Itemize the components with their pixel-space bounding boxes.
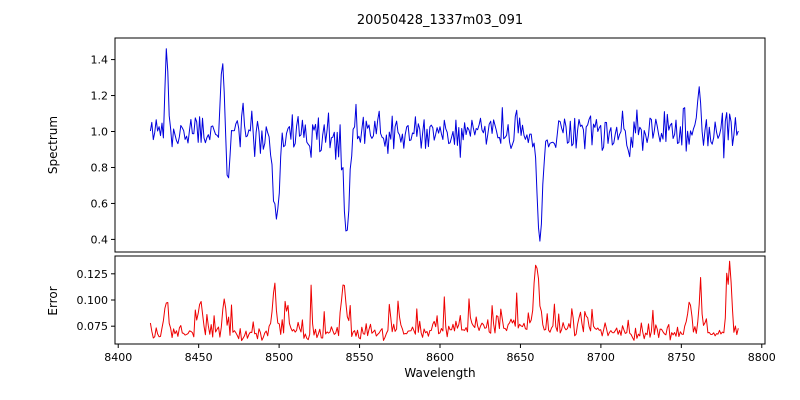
- y-tick-label: 1.2: [91, 90, 109, 103]
- x-tick-label: 8650: [506, 351, 534, 364]
- y-tick-label: 1.0: [91, 126, 109, 139]
- y-tick-label: 0.075: [77, 320, 109, 333]
- x-tick-label: 8700: [587, 351, 615, 364]
- error-trace: [149, 260, 739, 342]
- spectrum-trace: [149, 48, 739, 242]
- y-tick-label: 0.4: [91, 233, 109, 246]
- y-axis-label-spectrum: Spectrum: [46, 115, 60, 175]
- x-axis-label: Wavelength: [404, 366, 476, 380]
- x-tick-label: 8450: [185, 351, 213, 364]
- x-tick-label: 8750: [667, 351, 695, 364]
- y-tick-label: 0.125: [77, 268, 109, 281]
- y-axis-label-error: Error: [46, 286, 60, 316]
- y-tick-label: 0.8: [91, 161, 109, 174]
- x-tick-label: 8600: [426, 351, 454, 364]
- spectrum-axes-box: [114, 37, 766, 253]
- error-axes-box: [114, 255, 766, 345]
- x-tick-label: 8500: [265, 351, 293, 364]
- y-tick-label: 1.4: [91, 54, 109, 67]
- y-tick-label: 0.100: [77, 294, 109, 307]
- x-tick-label: 8400: [104, 351, 132, 364]
- x-tick-label: 8800: [748, 351, 776, 364]
- y-tick-label: 0.6: [91, 197, 109, 210]
- plot-title: 20050428_1337m03_091: [356, 13, 524, 28]
- x-tick-label: 8550: [346, 351, 374, 364]
